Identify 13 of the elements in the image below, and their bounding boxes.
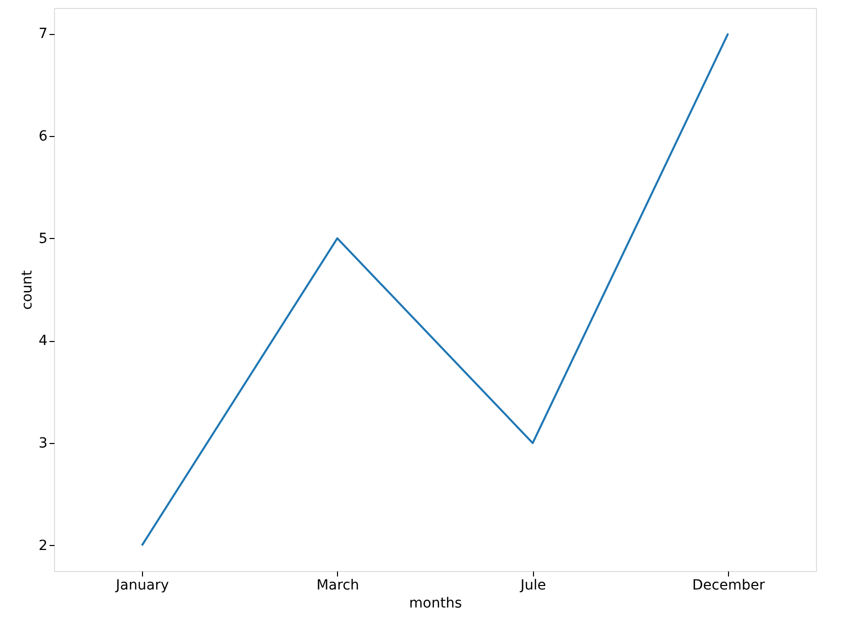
x-tick-label: March [316,578,360,594]
y-axis-title: count [20,270,36,310]
y-tick-label: 7 [38,26,48,42]
y-tick-label: 6 [38,128,48,144]
x-tick-label: January [114,578,169,594]
y-tick-label: 2 [38,538,48,554]
y-tick-label: 5 [38,230,48,247]
x-tick-label: December [692,578,766,594]
y-tick-label: 3 [38,436,48,452]
x-axis-title: months [409,596,462,612]
y-tick-label: 4 [38,333,48,350]
x-tick-label: Jule [519,578,546,594]
line-series [140,32,730,546]
